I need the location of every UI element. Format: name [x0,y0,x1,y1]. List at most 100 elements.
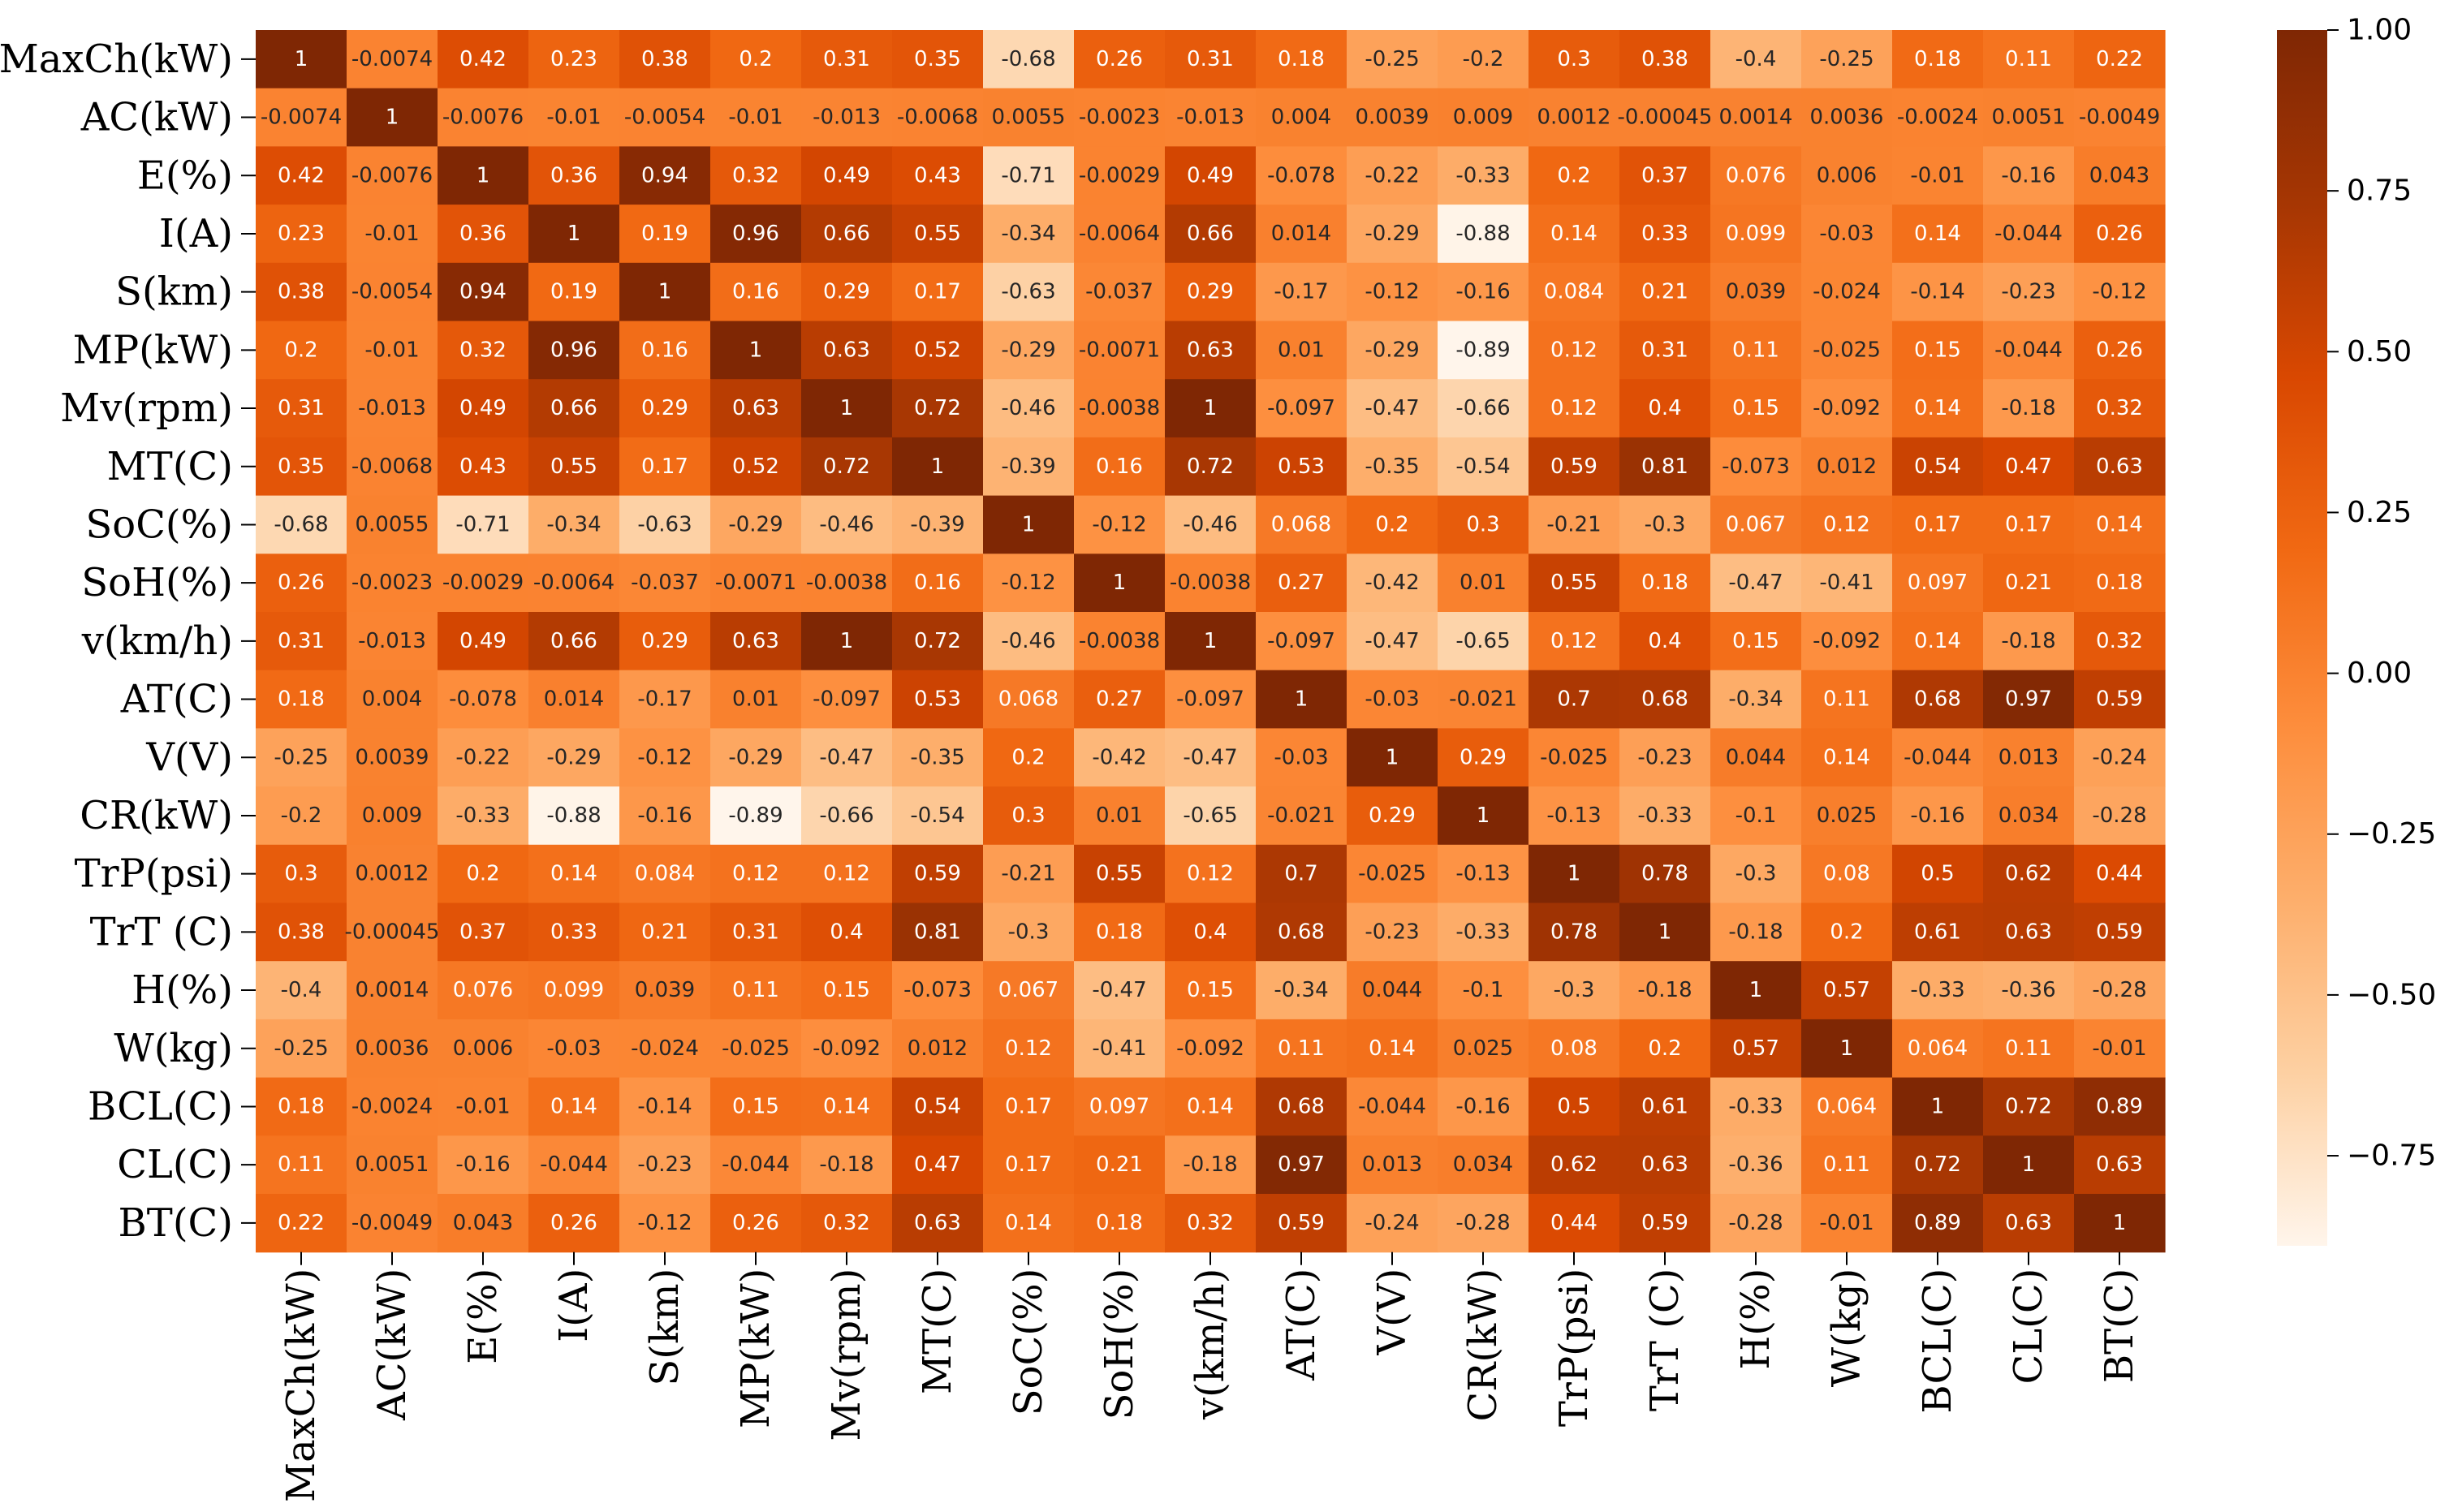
cell-value-label: -0.33 [1728,1094,1783,1118]
heatmap-cell [1619,961,1711,1020]
cell-value-label: -0.078 [449,687,517,712]
cell-value-label: 0.099 [1726,222,1786,246]
heatmap-cell [1347,961,1438,1020]
heatmap-cell [983,1135,1075,1195]
heatmap-cell [1256,495,1347,554]
cell-value-label: -0.23 [1365,920,1419,944]
cell-value-label: -0.12 [2092,280,2146,304]
heatmap-cell [1529,146,1620,205]
heatmap-cell [1529,902,1620,962]
heatmap-cell [1438,321,1529,380]
heatmap-cell [801,670,893,729]
heatmap-cell [1074,844,1166,904]
heatmap-cell [710,786,802,846]
cell-value-label: -0.0068 [351,454,433,479]
column-label: AC(kW) [369,1269,415,1421]
heatmap-cell [438,670,529,729]
cell-value-label: 0.12 [1823,512,1870,536]
cell-value-label: -0.3 [1645,512,1686,536]
cell-value-label: 0.18 [278,1094,325,1118]
cell-value-label: 0.064 [1908,1036,1968,1061]
cell-value-label: 0.17 [1005,1094,1052,1118]
heatmap-cell [1710,612,1802,671]
heatmap-cell [1983,786,2075,846]
heatmap-cell [1892,961,1984,1020]
cell-value-label: 0.18 [1278,47,1325,71]
cell-value-label: 0.26 [2096,338,2143,362]
heatmap-cell [1074,321,1166,380]
cell-value-label: 0.44 [1550,1211,1597,1235]
cell-value-label: -0.092 [1176,1036,1244,1061]
cell-value-label: -0.13 [1546,803,1601,828]
cell-value-label: 0.61 [1641,1094,1688,1118]
heatmap-cell [1983,1135,2075,1195]
cell-value-label: 0.29 [823,280,870,304]
heatmap-cell [619,146,711,205]
heatmap-cell [2074,844,2166,904]
cell-value-label: 0.63 [2005,920,2052,944]
heatmap-cell [892,205,984,264]
heatmap-cell [892,88,984,147]
cell-value-label: 1 [2113,1211,2127,1235]
heatmap-cell [2074,728,2166,787]
heatmap-cell [1438,379,1529,438]
heatmap-cell [528,786,620,846]
cell-value-label: -0.33 [1455,920,1510,944]
heatmap-cell [2074,1135,2166,1195]
cell-value-label: 0.17 [641,454,688,479]
cell-value-label: -0.073 [903,978,972,1002]
heatmap-cell [1892,437,1984,497]
cell-value-label: 0.31 [1641,338,1688,362]
heatmap-cell [801,1135,893,1195]
cell-value-label: -0.12 [637,1211,692,1235]
heatmap-cell [1165,205,1257,264]
heatmap-cell [1165,1019,1257,1079]
heatmap-cell [1619,88,1711,147]
row-label: MP(kW) [73,327,233,373]
heatmap-cell [1619,902,1711,962]
cell-value-label: -0.044 [1994,222,2063,246]
heatmap-cell [801,437,893,497]
heatmap-cell [1256,379,1347,438]
heatmap-cell [1256,30,1347,89]
cell-value-label: 1 [1931,1094,1945,1118]
heatmap-cell [801,612,893,671]
heatmap-cell [1529,728,1620,787]
heatmap-cell [1710,1019,1802,1079]
heatmap-cell [1165,262,1257,322]
cell-value-label: -0.29 [1365,222,1419,246]
cell-value-label: 0.17 [914,280,961,304]
heatmap-cell [1074,30,1166,89]
cell-value-label: -0.46 [819,512,873,536]
cell-value-label: -0.47 [1728,571,1783,595]
cell-value-label: 0.0014 [356,978,429,1002]
heatmap-cell [983,612,1075,671]
cell-value-label: -0.0023 [351,571,433,595]
cell-value-label: 0.009 [362,803,422,828]
column-label: BT(C) [2097,1269,2142,1383]
cell-value-label: 0.63 [1641,1152,1688,1177]
heatmap-cell [1801,495,1893,554]
heatmap-cell [528,30,620,89]
cell-value-label: 0.57 [1732,1036,1779,1061]
heatmap-cell [983,902,1075,962]
cell-value-label: 0.2 [284,338,317,362]
cell-value-label: -0.0038 [1170,571,1251,595]
cell-value-label: -0.34 [1001,222,1055,246]
cell-value-label: 0.97 [2005,687,2052,712]
heatmap-cell [1983,844,2075,904]
heatmap-cell [892,495,984,554]
cell-value-label: 0.15 [1187,978,1234,1002]
heatmap-cell [1619,437,1711,497]
colorbar-tick-label: 0.75 [2347,174,2412,208]
heatmap-cell [892,902,984,962]
cell-value-label: 0.52 [914,338,961,362]
cell-value-label: 0.0055 [992,106,1066,130]
heatmap-cell [1347,495,1438,554]
cell-value-label: 0.14 [1914,629,1961,653]
column-label: SoC(%) [1006,1269,1051,1416]
heatmap-cell [983,1019,1075,1079]
heatmap-cell [1619,495,1711,554]
cell-value-label: 0.012 [908,1036,968,1061]
row-label: MaxCh(kW) [0,37,233,82]
